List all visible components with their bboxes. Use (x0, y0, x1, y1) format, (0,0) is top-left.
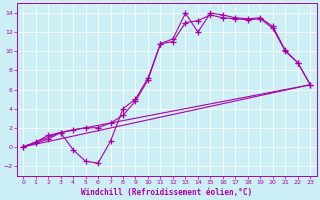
X-axis label: Windchill (Refroidissement éolien,°C): Windchill (Refroidissement éolien,°C) (81, 188, 252, 197)
